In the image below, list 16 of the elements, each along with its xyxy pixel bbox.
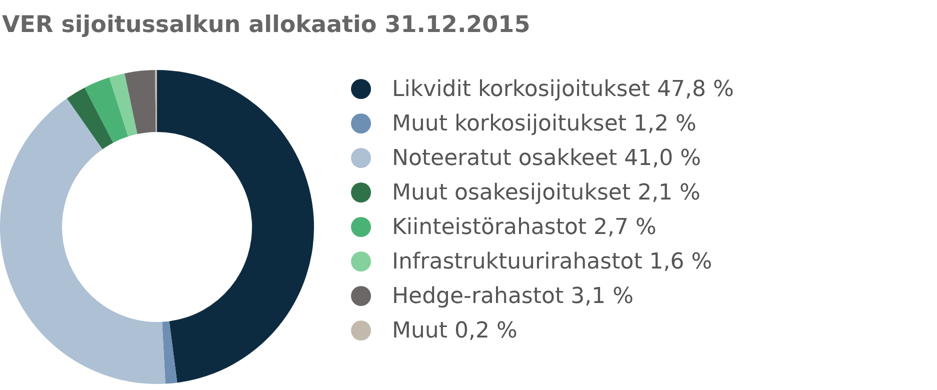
legend-label: Muut osakesijoitukset 2,1 % — [392, 180, 700, 206]
legend-label: Muut 0,2 % — [392, 318, 518, 344]
donut-slice — [124, 70, 156, 134]
legend-label: Infrastruktuurirahastot 1,6 % — [392, 250, 712, 274]
chart-title: VER sijoitussalkun allokaatio 31.12.2015 — [2, 12, 530, 38]
donut-slice — [84, 77, 128, 143]
donut-slice — [66, 88, 114, 150]
legend-label: Likvidit korkosijoitukset 47,8 % — [392, 77, 734, 102]
legend-label: Hedge-rahastot 3,1 % — [392, 284, 634, 309]
donut-slice — [109, 73, 138, 136]
donut-slice — [162, 321, 178, 384]
donut-slice — [157, 70, 314, 383]
legend-label: Muut korkosijoitukset 1,2 % — [392, 112, 696, 136]
legend-label: Kiinteistörahastot 2,7 % — [392, 215, 656, 240]
donut-slice — [0, 98, 166, 384]
legend-label: Noteeratut osakkeet 41,0 % — [392, 146, 701, 171]
